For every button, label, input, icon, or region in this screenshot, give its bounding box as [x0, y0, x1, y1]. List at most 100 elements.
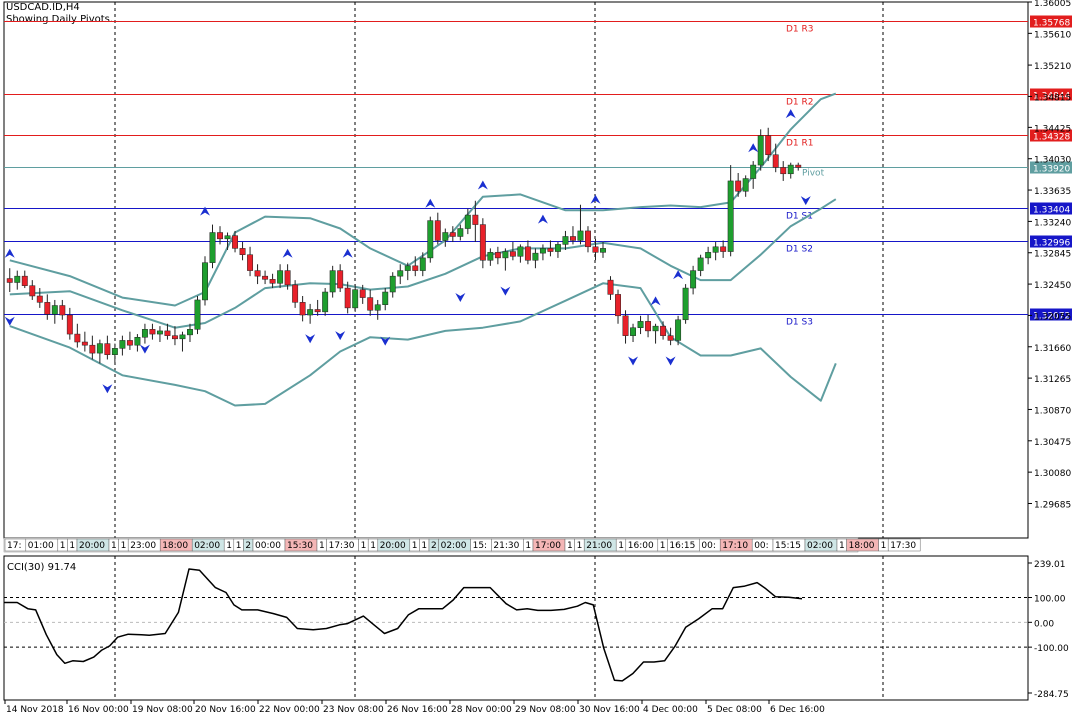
bear-candle [780, 167, 787, 175]
bull-candle [539, 248, 546, 254]
session-label: 17:10 [722, 541, 748, 551]
fractal-down-arrow [800, 196, 811, 206]
bull-candle [374, 304, 381, 311]
date-label: 16 Nov 00:00 [68, 705, 129, 715]
bear-candle [81, 341, 88, 346]
cci-indicator-panel: CCI(30) 91.74 239.01 100.00 0.00 -100.00 -284… [4, 560, 1069, 700]
bear-candle [6, 278, 13, 283]
bull-candle [187, 329, 193, 336]
bear-candle [247, 254, 254, 271]
cci-title: CCI(30) 91.74 [7, 562, 76, 573]
session-label: 16:00 [628, 541, 654, 551]
bull-candle [202, 262, 208, 301]
fractal-down-arrow [4, 316, 15, 326]
session-label: 21:00 [586, 541, 612, 551]
date-label: 26 Nov 16:00 [387, 705, 448, 715]
bear-candle [337, 270, 344, 289]
bear-candle [472, 214, 479, 225]
session-label: 15:30 [287, 541, 313, 551]
bull-candle [464, 214, 471, 229]
price-tag-label: 1.34328 [1033, 133, 1070, 143]
session-label: 1 [525, 541, 531, 551]
bull-candle [787, 164, 794, 175]
fractal-down-arrow [628, 356, 639, 366]
bear-candle [359, 289, 366, 298]
session-label: 16:15 [669, 541, 695, 551]
bear-candle [735, 180, 742, 192]
bear-candle [126, 340, 133, 346]
pivot-label: D1 S1 [786, 212, 813, 222]
bear-candle [509, 251, 516, 257]
session-label: 1 [660, 541, 666, 551]
pivot-label: D1 R2 [786, 98, 814, 108]
indicator-panel-frame [3, 555, 1029, 701]
bull-candle [682, 287, 689, 321]
price-tick-label: 1.31660 [1034, 344, 1071, 354]
bull-candle [554, 244, 561, 252]
band-lower-line [9, 282, 837, 407]
bull-candle [757, 135, 764, 166]
bull-candle [427, 220, 434, 259]
bull-candle [397, 270, 404, 277]
fractal-down-arrow [139, 344, 150, 354]
bull-candle [577, 230, 584, 241]
price-tick-label: 1.36005 [1034, 0, 1071, 9]
price-tick-label: 1.34425 [1034, 124, 1071, 134]
session-label: 18:00 [162, 541, 188, 551]
bull-candle [277, 270, 284, 284]
cci-tick-label: -284.75 [1034, 690, 1069, 700]
price-tag-label: 1.32996 [1033, 239, 1070, 249]
session-label: 1 [226, 541, 232, 551]
bull-candle [111, 348, 118, 355]
session-label: 2 [245, 541, 251, 551]
bull-candle [532, 252, 539, 261]
price-tag-bg [1030, 129, 1072, 142]
bear-candle [479, 224, 486, 261]
fractal-down-arrow [455, 292, 466, 302]
bear-candle [592, 246, 599, 253]
date-label: 4 Dec 00:00 [643, 705, 698, 715]
fractal-arrows [4, 109, 811, 394]
chart-symbol-title: USDCAD.ID,H4 [6, 2, 80, 13]
session-label: 18:00 [849, 541, 875, 551]
session-label: 1 [69, 541, 75, 551]
bear-candle [772, 154, 779, 168]
session-label: 02:00 [194, 541, 220, 551]
fractal-up-arrow [200, 206, 210, 216]
session-label: 02:00 [807, 541, 833, 551]
session-label: 2 [431, 541, 437, 551]
price-tick-label: 1.32450 [1034, 281, 1071, 291]
session-label: 1 [361, 541, 367, 551]
bull-candle [14, 275, 21, 283]
fractal-up-arrow [342, 248, 353, 258]
bear-candle [232, 235, 238, 249]
session-label: 17:30 [329, 541, 355, 551]
bear-candle [89, 344, 96, 354]
session-label: 15:15 [775, 541, 801, 551]
band-upper-line [9, 92, 837, 307]
price-tag-label: 1.33404 [1033, 206, 1070, 216]
bear-candle [412, 265, 419, 271]
date-label: 28 Nov 00:00 [451, 705, 512, 715]
bull-candle [51, 305, 58, 315]
price-tick-label: 1.33240 [1034, 218, 1071, 228]
bear-candle [36, 295, 43, 303]
bear-candle [494, 252, 501, 259]
pivot-label: Pivot [802, 169, 825, 179]
fractal-up-arrow [425, 198, 436, 208]
fractal-down-arrow [665, 356, 676, 366]
candlesticks [6, 127, 802, 364]
date-label: 29 Nov 08:00 [515, 705, 576, 715]
bull-candle [517, 246, 524, 257]
fractal-down-arrow [335, 331, 346, 341]
date-label: 14 Nov 2018 [6, 705, 64, 715]
session-label: 1 [839, 541, 845, 551]
date-label: 23 Nov 08:00 [323, 705, 384, 715]
chart-grid [3, 1, 1029, 701]
date-label: 19 Nov 08:00 [132, 705, 193, 715]
price-tick-label: 1.34030 [1034, 156, 1071, 166]
price-tick-label: 1.33635 [1034, 187, 1071, 197]
bull-candle [322, 291, 329, 313]
fractal-down-arrow [380, 336, 391, 346]
